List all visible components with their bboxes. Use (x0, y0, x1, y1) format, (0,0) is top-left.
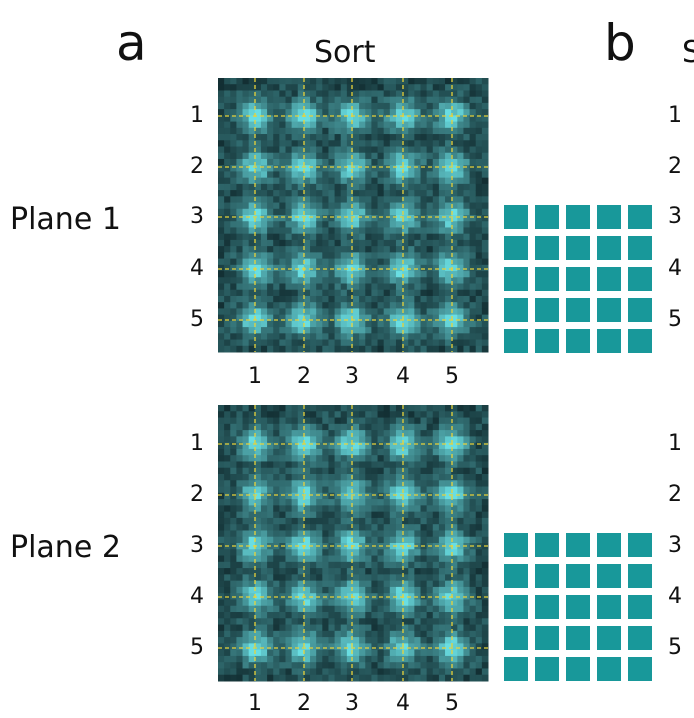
row-label-plane-1: Plane 1 (10, 202, 121, 237)
target-square (628, 595, 652, 619)
target-square (504, 626, 528, 650)
p2-ytick-4: 4 (190, 584, 204, 609)
target-square (566, 564, 590, 588)
target-square (597, 298, 621, 322)
target-square (566, 626, 590, 650)
b2-ytick-5: 5 (668, 635, 682, 660)
b1-ytick-4: 4 (668, 256, 682, 281)
target-square (566, 236, 590, 260)
b1-ytick-1: 1 (668, 103, 682, 128)
b2-ytick-4: 4 (668, 584, 682, 609)
p2-ytick-2: 2 (190, 482, 204, 507)
target-square (504, 205, 528, 229)
b2-ytick-3: 3 (668, 533, 682, 558)
p2-ytick-3: 3 (190, 533, 204, 558)
target-square (535, 205, 559, 229)
plane-2-heatmap (218, 405, 489, 682)
target-square (628, 657, 652, 681)
panel-letter-b: b (604, 14, 636, 72)
target-square (628, 298, 652, 322)
target-square (566, 205, 590, 229)
target-square (597, 329, 621, 353)
plane-1-target-grid (500, 203, 660, 353)
target-square (504, 267, 528, 291)
heatmap-pixels (218, 78, 489, 353)
target-square (597, 595, 621, 619)
target-square (628, 626, 652, 650)
target-square (504, 533, 528, 557)
p1-ytick-5: 5 (190, 307, 204, 332)
panel-a-title: Sort (314, 35, 376, 70)
panel-b-title: S (682, 38, 694, 68)
target-square (535, 626, 559, 650)
panel-letter-a: a (116, 14, 147, 72)
target-square (628, 329, 652, 353)
b1-ytick-3: 3 (668, 204, 682, 229)
target-square (535, 564, 559, 588)
target-square (535, 657, 559, 681)
target-square (566, 298, 590, 322)
target-square (566, 657, 590, 681)
b1-ytick-5: 5 (668, 307, 682, 332)
target-square (628, 533, 652, 557)
p1-xtick-1: 1 (248, 364, 262, 389)
p1-xtick-5: 5 (445, 364, 459, 389)
target-square (597, 267, 621, 291)
p2-xtick-3: 3 (345, 691, 359, 716)
target-square (597, 626, 621, 650)
row-label-plane-2: Plane 2 (10, 530, 121, 565)
plane-1-heatmap-svg (218, 78, 489, 353)
target-square (628, 267, 652, 291)
p1-ytick-2: 2 (190, 154, 204, 179)
b1-ytick-2: 2 (668, 154, 682, 179)
p1-ytick-1: 1 (190, 103, 204, 128)
target-square (628, 205, 652, 229)
target-square (504, 298, 528, 322)
p2-xtick-2: 2 (297, 691, 311, 716)
plane-2-heatmap-svg (218, 405, 489, 682)
heatmap-pixels (218, 405, 489, 682)
p2-xtick-1: 1 (248, 691, 262, 716)
p2-ytick-5: 5 (190, 635, 204, 660)
target-square (535, 533, 559, 557)
target-square (504, 657, 528, 681)
p2-ytick-1: 1 (190, 431, 204, 456)
plane-1-target-grid-svg (504, 205, 652, 353)
p1-xtick-4: 4 (396, 364, 410, 389)
target-square (504, 564, 528, 588)
target-square (535, 595, 559, 619)
target-square (535, 329, 559, 353)
target-square (566, 595, 590, 619)
target-square (597, 657, 621, 681)
plane-2-target-grid (500, 531, 660, 681)
target-square (566, 329, 590, 353)
target-square (597, 564, 621, 588)
target-square (597, 205, 621, 229)
target-square (535, 236, 559, 260)
p1-ytick-3: 3 (190, 204, 204, 229)
target-square (597, 236, 621, 260)
target-square (504, 329, 528, 353)
b2-ytick-1: 1 (668, 431, 682, 456)
plane-2-target-grid-svg (504, 533, 652, 681)
target-square (504, 236, 528, 260)
plane-1-heatmap (218, 78, 489, 353)
target-square (535, 267, 559, 291)
target-square (566, 267, 590, 291)
p1-xtick-2: 2 (297, 364, 311, 389)
p2-xtick-5: 5 (445, 691, 459, 716)
p1-xtick-3: 3 (345, 364, 359, 389)
target-square (535, 298, 559, 322)
target-square (597, 533, 621, 557)
p1-ytick-4: 4 (190, 256, 204, 281)
target-square (628, 236, 652, 260)
target-square (628, 564, 652, 588)
target-square (566, 533, 590, 557)
p2-xtick-4: 4 (396, 691, 410, 716)
target-square (504, 595, 528, 619)
b2-ytick-2: 2 (668, 482, 682, 507)
